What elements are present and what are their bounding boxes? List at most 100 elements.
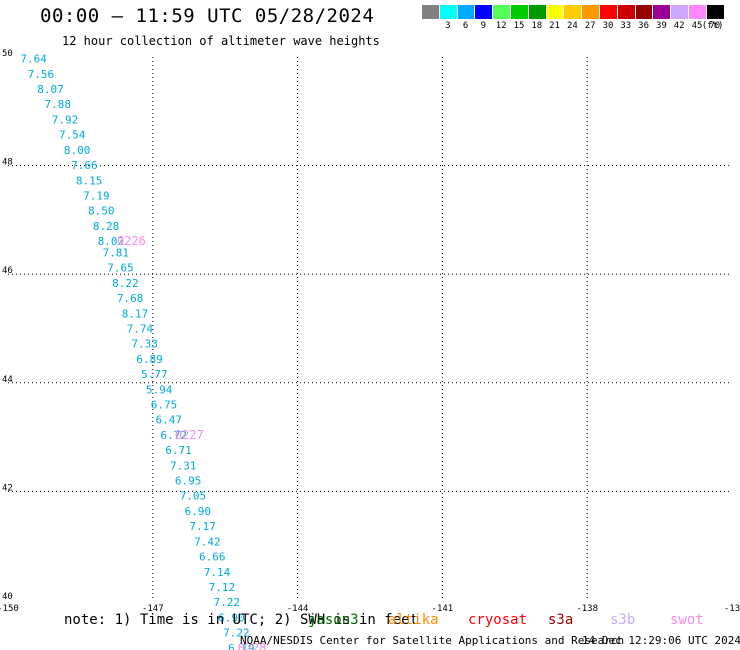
y-tick-label: 46 xyxy=(2,266,13,276)
wave-height-label: 7.19 xyxy=(83,189,110,202)
wave-height-label: 7.92 xyxy=(52,113,79,126)
color-swatch xyxy=(653,5,672,19)
wave-height-label: 8.22 xyxy=(112,277,138,290)
color-swatch xyxy=(635,5,654,19)
color-scale-label: 70 xyxy=(709,21,721,31)
color-scale-label: 12 xyxy=(495,21,507,31)
wave-height-label: 7.12 xyxy=(209,581,236,594)
color-swatch xyxy=(475,5,494,19)
color-scale-label: 27 xyxy=(584,21,596,31)
color-scale-label: 30 xyxy=(602,21,614,31)
wave-height-label: 7.31 xyxy=(170,459,197,472)
satellite-legend-item: s3a xyxy=(548,612,574,628)
wave-height-label: 8.02 xyxy=(98,235,125,248)
color-scale-label: 9 xyxy=(480,21,487,31)
chart-title: 00:00 – 11:59 UTC 05/28/2024 xyxy=(40,5,375,27)
wave-height-label: 8.28 xyxy=(93,220,120,233)
wave-height-label: 6.47 xyxy=(156,414,183,427)
color-scale-label: 45 xyxy=(691,21,703,31)
color-scale-label: 18 xyxy=(531,21,543,31)
wave-height-label: 6.90 xyxy=(218,611,245,624)
wave-height-label: 6.72 xyxy=(160,429,187,442)
wave-height-label: 7.22 xyxy=(213,596,240,609)
wave-height-label: 7.88 xyxy=(45,98,71,111)
x-tick-label: -138 xyxy=(576,604,598,614)
color-scale-unit: (ft) xyxy=(701,21,724,31)
wave-height-label: 7.65 xyxy=(107,262,134,275)
color-scale-label: 6 xyxy=(462,21,469,31)
satellite-legend-item: cryosat xyxy=(468,612,528,628)
x-tick-label: -144 xyxy=(287,604,309,614)
wave-height-label: 8.15 xyxy=(76,174,103,187)
satellite-legend-item: swot xyxy=(670,612,704,628)
color-swatch xyxy=(422,5,440,19)
wave-height-label: 6.19 xyxy=(228,642,255,650)
wave-height-label: 6.95 xyxy=(175,475,202,488)
color-swatch xyxy=(600,5,618,19)
y-tick-label: 48 xyxy=(2,158,13,168)
color-swatch xyxy=(689,5,707,19)
footer-credit: NOAA/NESDIS Center for Satellite Applica… xyxy=(240,634,625,647)
wave-height-label: 6.75 xyxy=(151,399,178,412)
time-label: 0227 xyxy=(175,428,204,442)
wave-height-label: 7.56 xyxy=(28,68,55,81)
wave-height-label: 7.54 xyxy=(59,129,86,142)
wave-height-label: 6.66 xyxy=(199,551,226,564)
wave-height-label: 6.71 xyxy=(165,444,192,457)
wave-height-label: 5.77 xyxy=(141,368,168,381)
color-swatch xyxy=(493,5,511,19)
wave-height-label: 7.22 xyxy=(223,627,250,640)
color-swatch xyxy=(528,5,547,19)
wave-height-label: 5.94 xyxy=(146,383,173,396)
color-swatch xyxy=(457,5,476,19)
wave-height-label: 6.89 xyxy=(136,353,163,366)
x-tick-label: -150 xyxy=(0,604,19,614)
wave-height-label: 8.50 xyxy=(88,205,115,218)
color-swatch xyxy=(564,5,583,19)
satellite-legend-item: altika xyxy=(388,612,439,628)
satellite-legend-item: s3b xyxy=(610,612,636,628)
wave-height-label: 7.66 xyxy=(71,159,98,172)
time-label: 0228 xyxy=(238,641,267,650)
wave-height-label: 7.68 xyxy=(117,292,143,305)
color-swatch xyxy=(546,5,565,19)
wave-height-label: 8.17 xyxy=(122,307,149,320)
y-tick-label: 40 xyxy=(2,592,13,602)
wave-height-label: 7.14 xyxy=(204,566,231,579)
footer-note: note: 1) Time is in UTC; 2) SWH is in fe… xyxy=(64,612,419,628)
color-scale-label: 24 xyxy=(566,21,578,31)
wave-height-label: 7.64 xyxy=(20,53,47,66)
y-tick-label: 44 xyxy=(2,375,13,385)
chart-subtitle: 12 hour collection of altimeter wave hei… xyxy=(62,34,380,48)
color-scale-label: 15 xyxy=(513,21,525,31)
wave-height-label: 7.42 xyxy=(194,535,221,548)
color-scale-label: 36 xyxy=(638,21,650,31)
wave-height-label: 8.07 xyxy=(37,83,64,96)
color-scale-label: 33 xyxy=(620,21,632,31)
x-tick-label: -147 xyxy=(142,604,164,614)
color-swatch xyxy=(439,5,458,19)
wave-height-label: 7.74 xyxy=(127,323,154,336)
y-tick-label: 50 xyxy=(2,49,13,59)
x-tick-label: -13 xyxy=(724,604,740,614)
color-swatch xyxy=(511,5,529,19)
color-swatch xyxy=(617,5,636,19)
color-swatch xyxy=(582,5,600,19)
wave-height-label: 7.81 xyxy=(102,246,129,259)
y-tick-label: 42 xyxy=(2,483,13,493)
wave-height-label: 6.90 xyxy=(185,505,212,518)
x-tick-label: -141 xyxy=(432,604,454,614)
color-swatch xyxy=(706,5,725,19)
color-scale-label: 3 xyxy=(445,21,451,31)
satellite-legend-item: jason3 xyxy=(308,612,359,628)
color-scale-label: 42 xyxy=(673,21,685,31)
footer-generated-time: 14 Dec 12:29:06 UTC 2024 xyxy=(582,634,740,647)
wave-height-label: 7.33 xyxy=(131,338,158,351)
wave-height-label: 7.05 xyxy=(180,490,207,503)
color-swatch xyxy=(671,5,689,19)
color-scale-label: 39 xyxy=(655,21,667,31)
color-scale-label: 21 xyxy=(549,21,561,31)
time-label: 0226 xyxy=(117,234,146,248)
wave-height-label: 8.00 xyxy=(64,144,91,157)
